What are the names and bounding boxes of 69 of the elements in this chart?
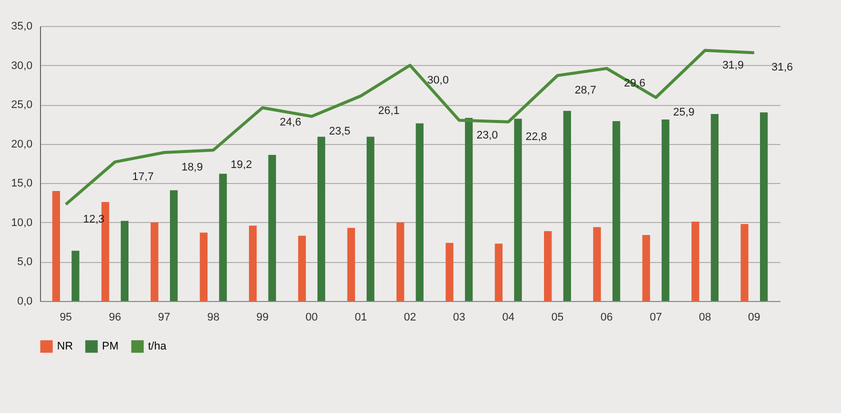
y-tick-label: 15,0	[11, 178, 32, 190]
data-label: 25,9	[673, 106, 695, 118]
x-tick-label: 96	[108, 312, 122, 324]
x-tick-label: 97	[158, 312, 170, 324]
x-tick-label: 95	[60, 312, 72, 324]
x-tick-label: 06	[600, 312, 613, 324]
bar	[52, 191, 60, 301]
x-tick-label: 08	[698, 312, 712, 324]
data-label: 31,9	[722, 59, 744, 72]
x-tick-label: 99	[256, 312, 269, 324]
bar	[563, 110, 572, 301]
legend-label: t/ha	[148, 340, 168, 353]
data-label: 31,6	[771, 62, 793, 74]
data-label: 26,1	[378, 104, 400, 117]
bar	[710, 114, 719, 301]
x-tick-label: 04	[502, 312, 514, 324]
data-label: 19,2	[230, 159, 252, 172]
y-tick-label: 20,0	[11, 138, 32, 150]
bar	[662, 120, 670, 301]
bar	[150, 222, 158, 301]
bar	[72, 250, 80, 301]
x-tick-label: 98	[207, 312, 220, 324]
data-label: 23,0	[476, 129, 498, 142]
x-tick-label: 03	[453, 312, 466, 324]
data-label: 17,7	[132, 170, 154, 183]
bar	[219, 174, 227, 301]
x-tick-label: 07	[650, 312, 662, 324]
x-tick-label: 02	[404, 312, 416, 324]
bar	[514, 118, 522, 301]
data-label: 28,7	[574, 84, 596, 96]
y-tick-label: 25,0	[11, 99, 32, 112]
bar	[760, 112, 768, 301]
bar	[268, 154, 276, 301]
bar	[347, 228, 356, 301]
bar	[317, 136, 326, 301]
bar	[200, 232, 208, 301]
bar	[120, 220, 129, 301]
bar	[170, 190, 178, 301]
x-tick-label: 01	[354, 312, 367, 324]
data-label: 18,9	[181, 162, 203, 174]
bar	[612, 121, 620, 301]
bar	[298, 236, 306, 301]
x-tick-label: 00	[306, 312, 318, 324]
bar	[248, 226, 257, 301]
line-series	[64, 48, 756, 206]
data-label: 23,5	[328, 125, 350, 138]
y-tick-label: 30,0	[11, 60, 32, 72]
x-tick-label: 09	[748, 312, 760, 324]
bar	[446, 242, 454, 301]
y-tick-label: 10,0	[11, 216, 32, 229]
bar	[691, 222, 700, 301]
bar	[494, 244, 503, 301]
legend-label: PM	[102, 340, 118, 353]
bar	[366, 136, 374, 301]
data-label: 22,8	[526, 130, 548, 143]
x-tick-label: 05	[551, 312, 564, 324]
legend-label: NR	[57, 340, 73, 353]
bar	[593, 227, 601, 301]
y-tick-label: 5,0	[17, 256, 32, 268]
data-label: 30,0	[427, 74, 449, 86]
bar	[464, 118, 473, 301]
bar	[396, 222, 404, 301]
bar	[642, 235, 650, 301]
data-label: 24,6	[280, 116, 302, 129]
y-tick-label: 0,0	[17, 296, 32, 308]
bar	[544, 231, 552, 301]
y-tick-label: 35,0	[11, 20, 32, 32]
bar	[740, 224, 748, 301]
bar	[416, 123, 424, 301]
